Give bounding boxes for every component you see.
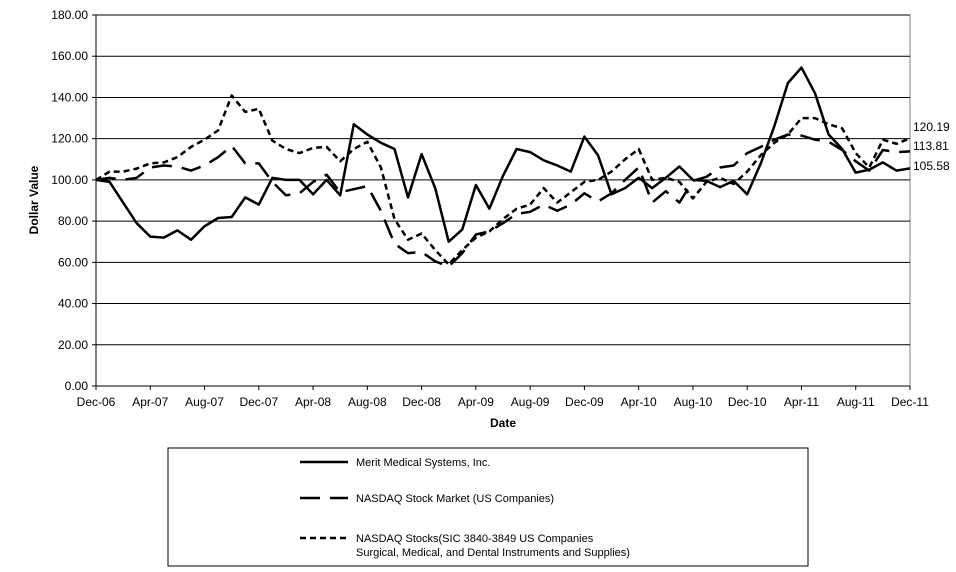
end-value-label: 113.81 bbox=[913, 139, 949, 153]
legend-label-sic-line1: NASDAQ Stocks(SIC 3840-3849 US Companies bbox=[356, 533, 594, 545]
series-line-sic bbox=[95, 94, 911, 266]
y-tick-label: 20.00 bbox=[58, 338, 88, 352]
y-tick-label: 160.00 bbox=[51, 49, 88, 63]
x-axis-title: Date bbox=[490, 416, 516, 430]
x-tick-label: Dec-08 bbox=[402, 395, 441, 409]
legend-box bbox=[167, 447, 809, 567]
end-value-label: 105.58 bbox=[913, 159, 950, 173]
axes bbox=[95, 15, 910, 387]
y-axis-title: Dollar Value bbox=[27, 165, 41, 234]
y-tick-label: 0.00 bbox=[65, 379, 89, 393]
x-tick-label: Aug-10 bbox=[674, 395, 713, 409]
x-tick-label: Apr-10 bbox=[621, 395, 657, 409]
series-line-nasdaq bbox=[95, 133, 911, 268]
x-tick-label: Aug-08 bbox=[348, 395, 387, 409]
x-tick-label: Dec-06 bbox=[77, 395, 116, 409]
x-tick-label: Dec-11 bbox=[891, 395, 929, 409]
series-line-merit bbox=[95, 66, 911, 243]
y-tick-label: 40.00 bbox=[58, 297, 88, 311]
x-tick-label: Dec-07 bbox=[239, 395, 278, 409]
x-tick-label: Aug-09 bbox=[511, 395, 550, 409]
end-value-label: 120.19 bbox=[913, 120, 950, 134]
x-tick-label: Apr-07 bbox=[132, 395, 168, 409]
legend-label-sic-line2: Surgical, Medical, and Dental Instrument… bbox=[356, 547, 630, 559]
x-tick-label: Apr-09 bbox=[458, 395, 494, 409]
series-lines bbox=[95, 66, 911, 268]
x-tick-label: Apr-11 bbox=[784, 395, 819, 409]
end-value-labels: 120.19 113.81 105.58 bbox=[913, 120, 950, 173]
plot-area bbox=[95, 14, 911, 387]
y-tick-labels: 0.00 20.00 40.00 60.00 80.00 100.00 120.00 140.… bbox=[51, 8, 88, 393]
y-tick-label: 180.00 bbox=[51, 8, 88, 22]
x-tick-label: Aug-11 bbox=[837, 395, 875, 409]
y-tick-label: 60.00 bbox=[58, 255, 88, 269]
legend-label-nasdaq: NASDAQ Stock Market (US Companies) bbox=[356, 493, 554, 505]
y-tick-label: 140.00 bbox=[51, 90, 88, 104]
legend-label-merit: Merit Medical Systems, Inc. bbox=[356, 457, 490, 469]
x-tick-label: Dec-10 bbox=[728, 395, 767, 409]
legend-label-sic: NASDAQ Stocks(SIC 3840-3849 US Companies… bbox=[356, 533, 630, 559]
x-tick-label: Dec-09 bbox=[565, 395, 604, 409]
x-tick-label: Aug-07 bbox=[185, 395, 224, 409]
x-tick-label: Apr-08 bbox=[295, 395, 331, 409]
x-tick-labels: Dec-06 Apr-07 Aug-07 Dec-07 Apr-08 Aug-08 Dec-… bbox=[77, 386, 929, 409]
y-tick-label: 80.00 bbox=[58, 214, 88, 228]
legend: Merit Medical Systems, Inc. NASDAQ Stock… bbox=[167, 447, 809, 567]
y-tick-label: 100.00 bbox=[51, 173, 88, 187]
y-tick-label: 120.00 bbox=[51, 132, 88, 146]
